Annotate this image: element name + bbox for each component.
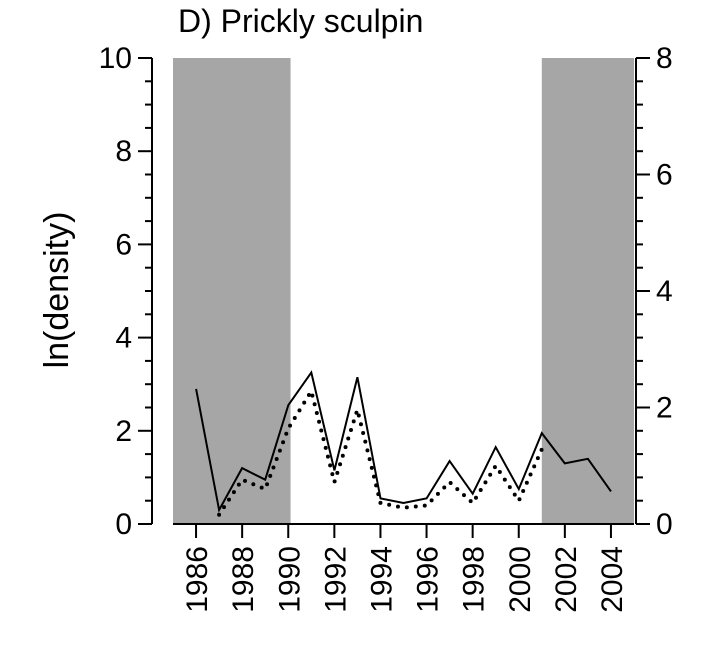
y-tick-label: 2 bbox=[115, 415, 132, 448]
x-tick-label: 2002 bbox=[550, 546, 583, 613]
x-tick-label: 2000 bbox=[504, 546, 537, 613]
y-tick-label: 8 bbox=[115, 135, 132, 168]
y2-tick-label: 2 bbox=[656, 392, 673, 425]
shaded-period-0 bbox=[173, 58, 291, 524]
shaded-period-1 bbox=[541, 58, 634, 524]
x-tick-label: 1988 bbox=[227, 546, 260, 613]
solid-series-line bbox=[195, 370, 612, 513]
x-tick-label: 2004 bbox=[596, 546, 629, 613]
y-tick-label: 4 bbox=[115, 322, 132, 355]
y2-tick-label: 6 bbox=[656, 159, 673, 192]
y-tick-label: 6 bbox=[115, 228, 132, 261]
y2-tick-label: 4 bbox=[656, 275, 673, 308]
x-tick-label: 1994 bbox=[365, 546, 398, 613]
chart-title: D) Prickly sculpin bbox=[178, 3, 423, 39]
plot-area: 0 2 4 6 8 10 0 2 4 6 8 1986 1988 1990 1992 1994 1996 1998… bbox=[99, 42, 673, 613]
y2-tick-label: 8 bbox=[656, 42, 673, 75]
x-tick-label: 1990 bbox=[273, 546, 306, 613]
x-tick-label: 1986 bbox=[181, 546, 214, 613]
x-tick-label: 1996 bbox=[412, 546, 445, 613]
dotted-series-line bbox=[217, 386, 544, 517]
y-tick-label: 0 bbox=[115, 508, 132, 541]
y-tick-label: 10 bbox=[99, 42, 132, 75]
y2-tick-label: 0 bbox=[656, 508, 673, 541]
x-tick-label: 1992 bbox=[319, 546, 352, 613]
y-axis-label: ln(density) bbox=[38, 212, 76, 369]
x-tick-label: 1998 bbox=[458, 546, 491, 613]
